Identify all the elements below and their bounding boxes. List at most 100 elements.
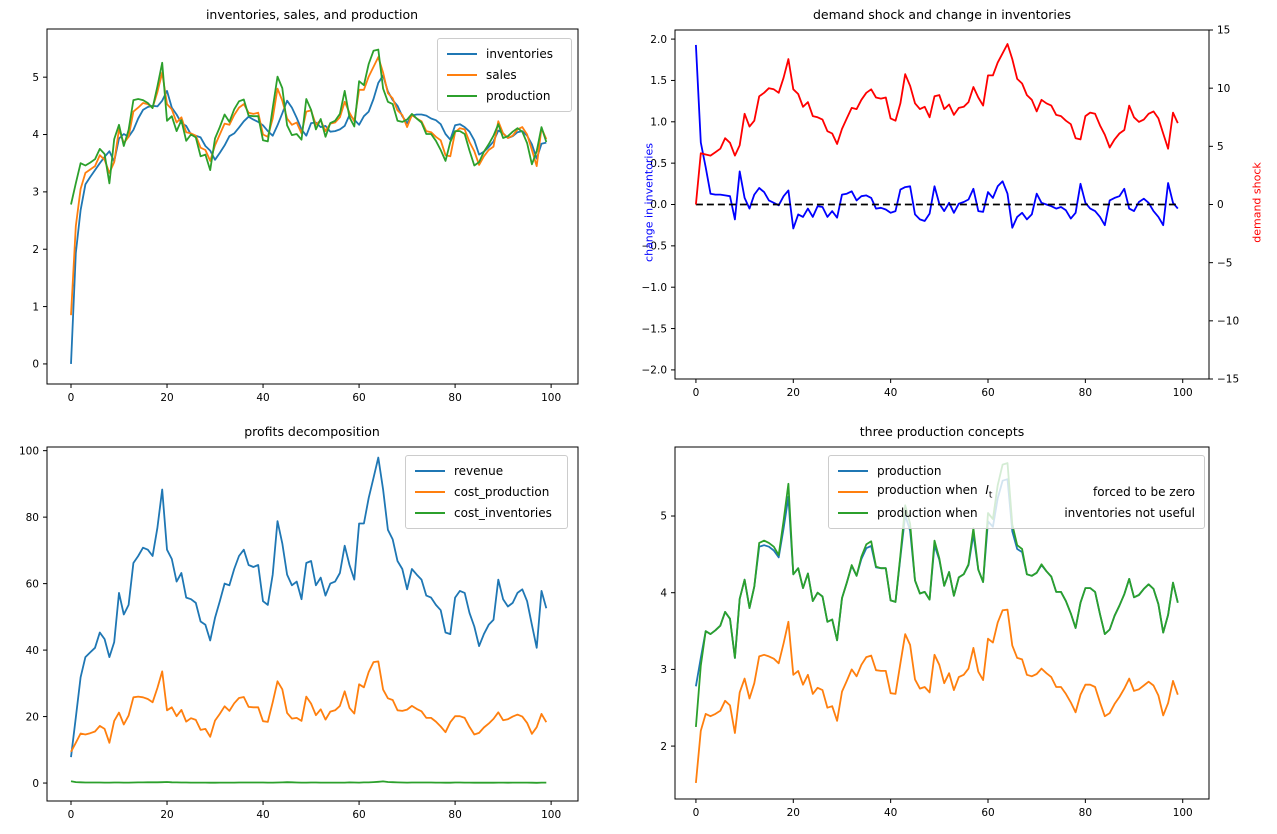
series-cost-production — [70, 660, 548, 753]
plot-tl: 0 20 40 60 80 100 0 1 2 3 4 5 — [32, 28, 579, 404]
y-tick-label-right: 5 — [1217, 141, 1224, 153]
legend-label: inventories — [486, 47, 553, 61]
y-tick-label: 0 — [32, 359, 39, 371]
legend-item: cost_production — [415, 484, 558, 500]
series-cost-inventories — [70, 780, 547, 784]
x-tick-label: 80 — [1079, 387, 1092, 399]
x-tick-label: 80 — [1079, 807, 1092, 819]
y-tick-label: 0.5 — [650, 158, 667, 170]
x-tick-label: 20 — [787, 807, 800, 819]
y-tick-label: 1 — [32, 301, 39, 313]
x-tick-label: 60 — [981, 807, 994, 819]
y-tick-label: 4 — [660, 587, 667, 599]
legend-item: production when It forced to be zero — [838, 483, 1195, 501]
legend-line-swatch — [447, 52, 477, 56]
legend-line-swatch — [838, 469, 868, 473]
chart-profits-decomposition: 0 20 40 60 80 100 0 20 40 60 80 100 profits decompo… — [0, 417, 638, 834]
legend-item: cost_inventories — [415, 505, 558, 521]
x-tick-label: 0 — [68, 809, 75, 821]
legend-item: production when inventories not useful — [838, 505, 1195, 521]
legend-label: production — [877, 464, 942, 478]
x-tick-label: 0 — [693, 807, 700, 819]
legend-item: inventories — [447, 46, 562, 62]
chart-three-production-concepts: 0 20 40 60 80 100 2 3 4 5 three production concep… — [639, 417, 1277, 834]
legend-line-swatch — [415, 469, 445, 473]
x-tick-label: 40 — [884, 387, 897, 399]
x-tick-label: 100 — [1173, 387, 1193, 399]
chart-title: three production concepts — [859, 424, 1025, 439]
legend-item: revenue — [415, 463, 558, 479]
x-tick-label: 0 — [68, 392, 75, 404]
x-tick-label: 60 — [352, 392, 365, 404]
y-tick-label-right: 10 — [1217, 83, 1230, 95]
y-axis-label-left: change in inventories — [642, 143, 656, 262]
y-tick-label: −2.0 — [642, 365, 668, 377]
x-tick-label: 100 — [541, 809, 561, 821]
chart-title: profits decomposition — [244, 424, 380, 439]
plot-bl: 0 20 40 60 80 100 0 20 40 60 80 100 — [19, 445, 579, 821]
y-tick-label: −0.5 — [642, 241, 668, 253]
x-tick-label: 60 — [981, 387, 994, 399]
legend-label-right: inventories not useful — [1064, 506, 1195, 520]
x-tick-label: 80 — [448, 809, 461, 821]
y-tick-label: 4 — [32, 129, 39, 141]
legend-line-swatch — [447, 94, 477, 98]
axes-frame — [46, 28, 579, 385]
legend-line-swatch — [415, 511, 445, 515]
series-production-when-inventories-not-useful — [695, 462, 1179, 727]
axes-frame — [674, 446, 1210, 800]
y-tick-label: 5 — [660, 511, 667, 523]
legend-line-swatch — [838, 490, 868, 494]
y-tick-label: 2 — [32, 244, 39, 256]
legend-line-swatch — [447, 73, 477, 77]
plot-br: 0 20 40 60 80 100 2 3 4 5 — [660, 446, 1210, 819]
legend-item: production — [838, 463, 1195, 479]
y-tick-label: 5 — [32, 72, 39, 84]
legend: production production when It forced to be… — [828, 455, 1205, 529]
x-tick-label: 20 — [160, 392, 173, 404]
x-tick-label: 40 — [884, 807, 897, 819]
legend: revenue cost_production cost_inventories — [405, 455, 568, 529]
x-tick-label: 100 — [541, 392, 561, 404]
y-tick-label: 40 — [26, 645, 39, 657]
plot-tr: 0 20 40 60 80 1002.01.51.00.50.0−0.5−1.0−1.5−… — [642, 25, 1240, 399]
y-tick-label: 3 — [660, 664, 667, 676]
x-tick-label: 40 — [256, 392, 269, 404]
x-tick-label: 40 — [256, 809, 269, 821]
legend-label: production when — [877, 506, 978, 520]
chart-inventories-sales-production: 0 20 40 60 80 100 0 1 2 3 4 5 inventories, sales, a… — [0, 0, 638, 417]
chart-title: demand shock and change in inventories — [812, 7, 1072, 22]
x-tick-label: 0 — [693, 387, 700, 399]
legend-line-swatch — [838, 511, 868, 515]
y-tick-label: 2.0 — [650, 34, 667, 46]
y-tick-label: 0.0 — [650, 199, 667, 211]
legend-label: revenue — [454, 464, 504, 478]
series-production-when-i-t-forced-to-be-zero — [695, 608, 1179, 783]
axes-frame — [46, 446, 579, 802]
x-tick-label: 20 — [160, 809, 173, 821]
legend: inventories sales production — [437, 38, 572, 112]
y-tick-label: 3 — [32, 187, 39, 199]
y-tick-label-right: −5 — [1217, 257, 1232, 269]
y-tick-label: 1.5 — [650, 75, 667, 87]
series-production — [70, 48, 548, 205]
legend-label: sales — [486, 68, 517, 82]
x-tick-label: 60 — [352, 809, 365, 821]
y-tick-label: 80 — [26, 512, 39, 524]
legend-label: cost_inventories — [454, 506, 552, 520]
x-tick-label: 100 — [1173, 807, 1193, 819]
y-tick-label: 100 — [19, 445, 39, 457]
y-axis-label-right: demand shock — [1250, 162, 1264, 243]
y-tick-label: 0 — [32, 778, 39, 790]
y-tick-label-right: −15 — [1217, 374, 1239, 386]
legend-label: cost_production — [454, 485, 550, 499]
legend-item: production — [447, 88, 562, 104]
y-tick-label-right: 0 — [1217, 199, 1224, 211]
y-tick-label: −1.0 — [642, 282, 668, 294]
y-tick-label: 20 — [26, 711, 39, 723]
legend-label: production — [486, 89, 551, 103]
x-tick-label: 20 — [787, 387, 800, 399]
chart-demand-shock-change-in-inventories: 0 20 40 60 80 100 2.0 1.5 1.0 0.5 0.0 −0.5 −1.0 −1.5−… — [639, 0, 1277, 417]
legend-item: sales — [447, 67, 562, 83]
